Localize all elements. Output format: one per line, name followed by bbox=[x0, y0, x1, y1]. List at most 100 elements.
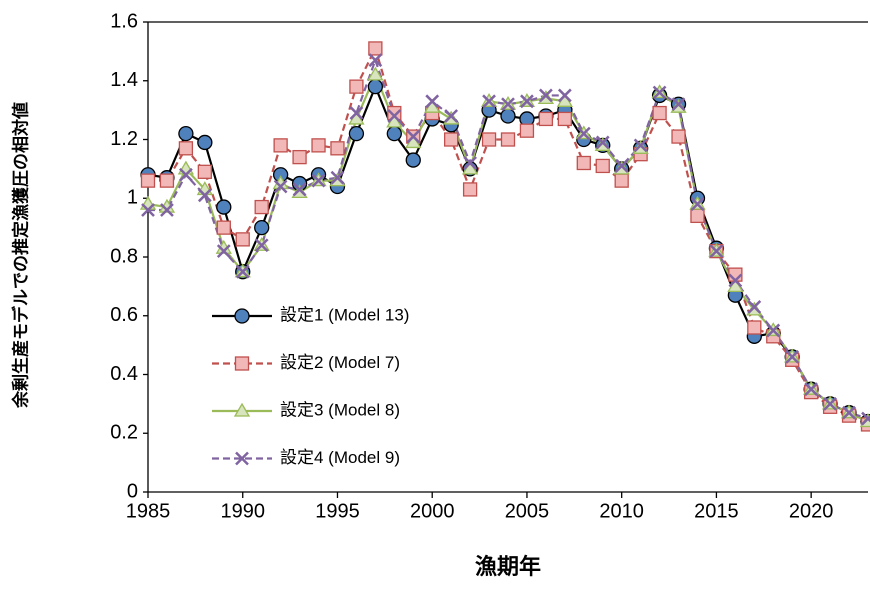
x-tick-label: 2015 bbox=[694, 500, 739, 522]
data-point bbox=[292, 182, 307, 197]
data-point bbox=[216, 244, 231, 259]
data-point bbox=[463, 156, 477, 170]
data-point bbox=[595, 158, 610, 174]
legend-label: 設定4 (Model 9) bbox=[280, 448, 400, 467]
data-point bbox=[614, 173, 629, 188]
data-point bbox=[747, 320, 762, 335]
data-point bbox=[386, 125, 402, 142]
y-tick-label: 0.8 bbox=[110, 245, 138, 267]
data-point bbox=[406, 129, 421, 144]
y-tick-label: 1 bbox=[127, 187, 138, 209]
data-point bbox=[671, 97, 686, 112]
data-point bbox=[348, 125, 365, 142]
data-point bbox=[728, 273, 743, 288]
data-point bbox=[292, 149, 307, 165]
data-point bbox=[500, 108, 516, 124]
data-point bbox=[501, 97, 515, 112]
data-point bbox=[235, 232, 250, 247]
data-point bbox=[425, 94, 440, 109]
data-point bbox=[823, 396, 837, 411]
data-point bbox=[159, 173, 175, 188]
data-point bbox=[179, 167, 193, 182]
data-point bbox=[576, 155, 591, 171]
x-tick-label: 1995 bbox=[315, 500, 360, 522]
data-point bbox=[500, 132, 516, 147]
data-point bbox=[177, 160, 195, 175]
data-point bbox=[595, 135, 610, 150]
data-point bbox=[444, 132, 459, 147]
data-point bbox=[804, 382, 819, 397]
data-point bbox=[311, 173, 326, 188]
data-point bbox=[254, 199, 269, 215]
data-point bbox=[141, 203, 155, 217]
y-tick-label: 1.2 bbox=[110, 128, 138, 150]
y-tick-label: 1.6 bbox=[110, 10, 138, 32]
data-point bbox=[216, 199, 232, 215]
data-point bbox=[387, 109, 402, 123]
legend-marker bbox=[233, 402, 251, 417]
data-point bbox=[633, 138, 648, 153]
data-point bbox=[368, 53, 383, 68]
data-point bbox=[197, 188, 212, 203]
x-tick-label: 2020 bbox=[789, 500, 834, 522]
data-point bbox=[330, 141, 345, 156]
data-point bbox=[557, 111, 572, 127]
data-point bbox=[482, 94, 496, 109]
data-point bbox=[557, 88, 572, 103]
x-tick-label: 1985 bbox=[126, 500, 171, 522]
x-tick-label: 1990 bbox=[220, 500, 265, 522]
x-tick-label: 2010 bbox=[599, 500, 644, 522]
data-point bbox=[197, 134, 213, 151]
data-point bbox=[160, 203, 174, 217]
data-point bbox=[766, 323, 781, 338]
data-point bbox=[139, 195, 157, 210]
data-point bbox=[538, 111, 554, 127]
data-point bbox=[861, 411, 870, 426]
y-tick-label: 0.6 bbox=[110, 304, 138, 326]
data-point bbox=[367, 78, 384, 95]
legend-label: 設定2 (Model 7) bbox=[280, 353, 400, 372]
data-point bbox=[273, 138, 288, 153]
data-point bbox=[349, 79, 364, 94]
data-point bbox=[311, 138, 326, 153]
data-point bbox=[652, 105, 667, 121]
legend-marker bbox=[235, 451, 249, 466]
data-point bbox=[690, 208, 705, 224]
data-point bbox=[235, 264, 250, 279]
data-point bbox=[539, 88, 553, 103]
data-point bbox=[273, 179, 288, 194]
y-axis-title: 余剰生産モデルでの推定漁獲圧の相対値 bbox=[10, 102, 30, 409]
data-point bbox=[842, 405, 856, 420]
data-point bbox=[576, 126, 591, 141]
data-point bbox=[481, 132, 497, 147]
data-point bbox=[520, 94, 534, 109]
x-axis-title: 漁期年 bbox=[475, 554, 541, 579]
legend-marker bbox=[234, 356, 250, 371]
data-point bbox=[709, 244, 724, 259]
data-point bbox=[690, 197, 705, 212]
data-point bbox=[614, 159, 629, 173]
data-point bbox=[254, 238, 269, 253]
y-tick-label: 1.4 bbox=[110, 69, 138, 91]
data-point bbox=[216, 220, 231, 235]
data-point bbox=[444, 109, 459, 123]
y-tick-label: 0 bbox=[127, 480, 138, 502]
data-point bbox=[330, 170, 345, 185]
legend-label: 設定3 (Model 8) bbox=[280, 400, 400, 419]
legend-label: 設定1 (Model 13) bbox=[280, 305, 409, 324]
data-point bbox=[349, 106, 364, 120]
data-point bbox=[785, 349, 800, 364]
data-point bbox=[140, 173, 156, 188]
data-point bbox=[368, 41, 383, 56]
data-point bbox=[747, 300, 762, 314]
data-point bbox=[652, 85, 667, 100]
x-tick-label: 2000 bbox=[410, 500, 455, 522]
data-point bbox=[462, 182, 478, 197]
data-point bbox=[178, 125, 194, 142]
legend-marker bbox=[234, 308, 250, 324]
x-tick-label: 2005 bbox=[505, 500, 550, 522]
data-point bbox=[671, 129, 686, 144]
data-point bbox=[178, 141, 194, 156]
data-point bbox=[254, 219, 270, 236]
